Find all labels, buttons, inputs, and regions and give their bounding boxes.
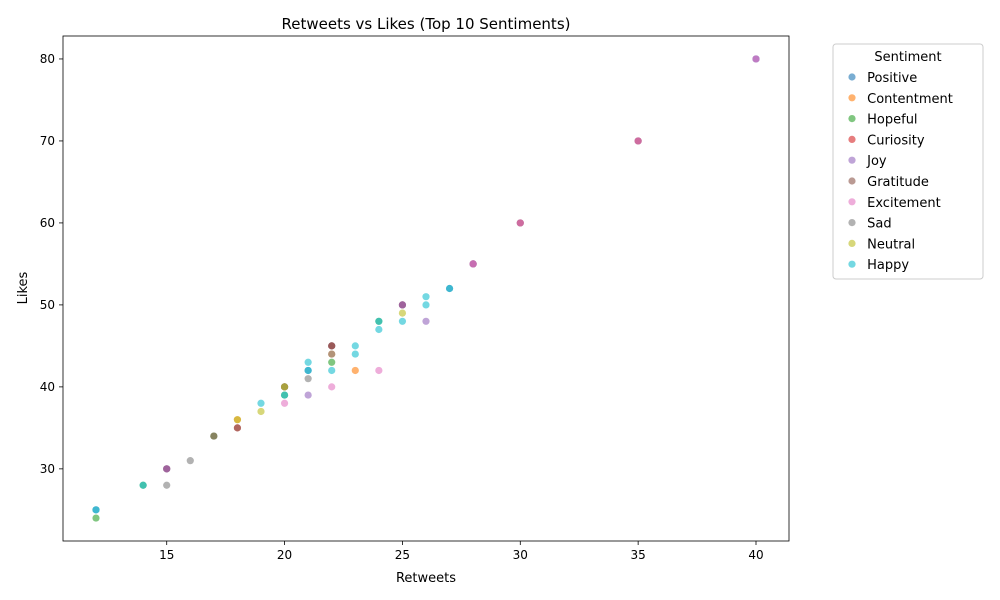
legend-marker [848,73,856,81]
legend-title: Sentiment [874,50,941,65]
legend-item: Sad [848,217,896,232]
legend-item: Gratitude [848,175,933,190]
chart-title: Retweets vs Likes (Top 10 Sentiments) [282,15,571,33]
legend-marker [848,156,856,164]
legend-label: Contentment [863,92,957,107]
x-tick-label: 35 [631,548,646,562]
scatter-point [398,309,407,317]
scatter-point [328,342,336,350]
y-tick-label: 40 [40,380,55,394]
scatter-point [257,399,265,407]
scatter-point [445,284,454,293]
scatter-point [516,219,524,227]
x-axis-ticks: 15 20 25 30 35 40 [159,541,764,562]
legend-items: Positive Contentment Hopeful Curiosity J… [848,71,957,273]
legend: Sentiment Positive Contentment Hopeful C… [832,43,984,280]
legend-label: Curiosity [863,133,929,148]
scatter-point [163,465,171,473]
legend-item: Contentment [848,92,957,107]
scatter-point [328,383,336,391]
scatter-point [163,481,171,489]
x-axis-label: Retweets [396,571,456,586]
scatter-point [92,506,100,514]
legend-marker [848,135,856,143]
y-axis-label: Likes [16,271,31,304]
scatter-point [280,399,289,407]
legend-label: Neutral [863,237,919,252]
scatter-point [328,366,336,375]
scatter-point [375,325,383,334]
legend-label: Gratitude [863,175,933,190]
y-tick-label: 60 [40,216,55,230]
legend-item: Excitement [848,196,945,211]
scatter-point [469,260,477,268]
legend-marker [848,260,856,268]
scatter-point [398,301,407,309]
legend-label: Positive [863,71,921,86]
scatter-point [233,424,242,432]
scatter-point [375,366,383,375]
scatter-point [280,383,289,391]
scatter-point [280,391,289,399]
legend-item: Hopeful [848,113,922,128]
y-tick-label: 50 [40,298,55,312]
scatter-point [634,137,642,145]
x-tick-label: 25 [395,548,410,562]
legend-marker [848,198,856,206]
x-tick-label: 30 [513,548,528,562]
scatter-point [328,358,336,366]
scatter-point [351,366,359,375]
legend-marker [848,219,856,227]
scatter-point [304,366,312,375]
y-tick-label: 70 [40,134,55,148]
scatter-point [92,514,100,522]
legend-item: Neutral [848,237,919,252]
legend-marker [848,94,856,102]
legend-item: Positive [848,71,921,86]
y-axis-ticks: 30 40 50 60 70 80 [40,52,63,476]
scatter-point [752,55,760,63]
legend-item: Curiosity [848,133,929,148]
scatter-point [398,317,407,325]
x-tick-label: 20 [277,548,292,562]
legend-label: Excitement [863,196,945,211]
legend-marker [848,239,856,247]
legend-label: Hopeful [863,113,922,128]
legend-item: Happy [848,258,913,273]
scatter-point [210,432,218,440]
legend-label: Happy [863,258,913,273]
scatter-point [233,416,242,424]
scatter-point [422,301,430,309]
legend-marker [848,177,856,185]
scatter-point [304,358,312,366]
scatter-point [257,407,265,416]
scatter-point [304,391,312,399]
legend-label: Joy [863,154,891,169]
scatter-point [304,375,312,383]
scatter-point [375,317,383,325]
legend-box [832,43,984,280]
legend-item: Joy [848,154,891,169]
scatter-point [422,293,430,301]
scatter-point [351,350,359,358]
y-tick-label: 30 [40,462,55,476]
legend-label: Sad [863,217,896,232]
legend-marker [848,115,856,123]
y-tick-label: 80 [40,52,55,66]
points-layer [92,55,760,522]
scatter-point [351,342,359,350]
scatter-point [328,350,336,358]
x-tick-label: 40 [748,548,763,562]
scatter-point [186,457,194,465]
plot-area-frame [62,35,790,542]
x-tick-label: 15 [159,548,174,562]
scatter-point [422,317,430,325]
scatter-point [139,481,147,489]
